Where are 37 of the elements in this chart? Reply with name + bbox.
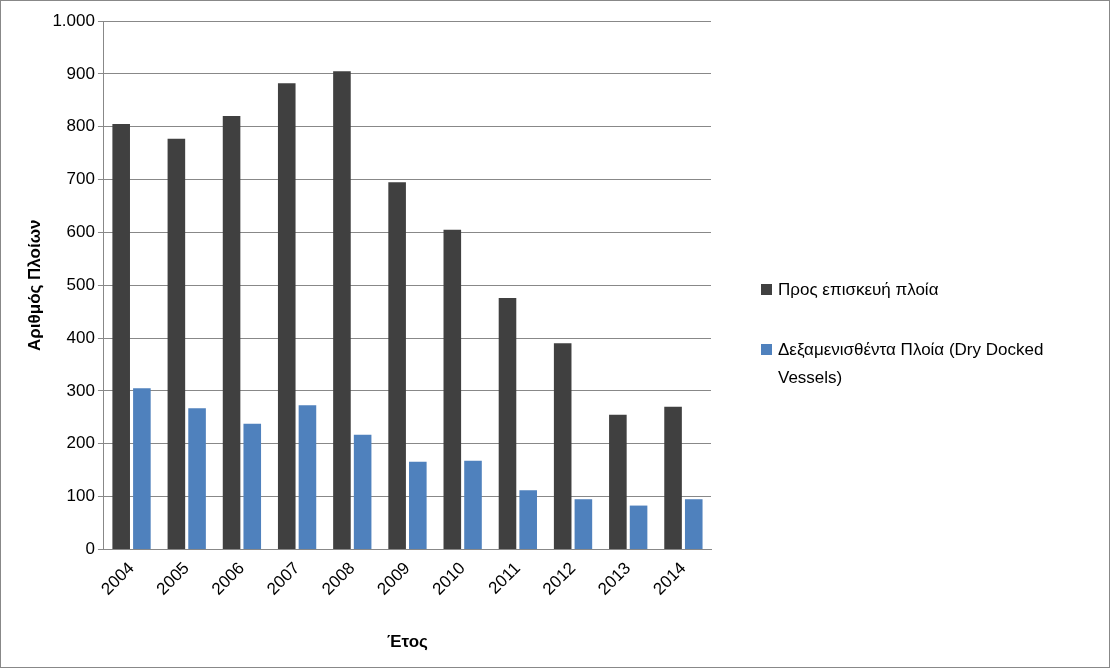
bar <box>684 499 703 549</box>
bar <box>133 388 151 549</box>
bar <box>298 405 317 549</box>
bar <box>464 460 482 549</box>
y-tick-label: 200 <box>66 433 95 453</box>
y-tick-label: 900 <box>66 63 95 83</box>
legend-label: Δεξαμενισθέντα Πλοία (Dry Docked Vessels) <box>778 339 1045 389</box>
y-tick-label: 500 <box>66 274 95 294</box>
bar <box>443 229 462 549</box>
bar <box>553 343 572 549</box>
y-tick-label: 600 <box>66 222 95 242</box>
bar <box>388 182 406 549</box>
bar <box>609 414 627 549</box>
y-axis-title: Αριθμός Πλοίων <box>24 219 44 351</box>
y-tick-label: 800 <box>66 116 95 136</box>
bar <box>409 461 427 549</box>
bar <box>574 499 593 549</box>
bar <box>664 406 682 549</box>
legend-label: Προς επισκευή πλοία <box>778 279 939 301</box>
y-tick-label: 700 <box>66 169 95 189</box>
bar <box>188 408 206 549</box>
bar <box>629 505 648 549</box>
y-tick-label: 0 <box>85 539 95 559</box>
x-axis-title: Έτος <box>387 632 429 652</box>
bar <box>333 71 351 549</box>
bar <box>112 124 130 549</box>
bar <box>277 83 296 549</box>
y-tick-label: 100 <box>66 486 95 506</box>
y-tick-label: 1.000 <box>52 10 95 30</box>
bar <box>519 490 537 549</box>
bar <box>498 297 517 549</box>
bar <box>243 423 262 549</box>
bar <box>353 434 372 549</box>
bar <box>222 116 241 549</box>
y-tick-label: 400 <box>66 327 95 347</box>
y-tick-label: 300 <box>66 380 95 400</box>
bar <box>167 138 186 549</box>
